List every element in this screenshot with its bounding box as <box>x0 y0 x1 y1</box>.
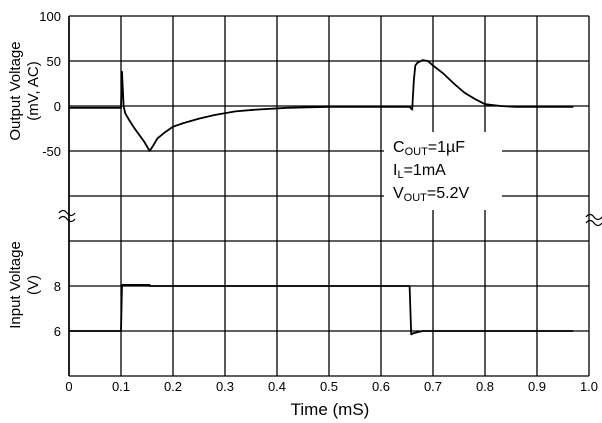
output-ylabel-line2: (mV, AC) <box>25 61 42 120</box>
annotation-il: IL=1mA <box>393 162 446 181</box>
x-tick-label: 0.6 <box>372 379 390 394</box>
annotation-vout: VOUT=5.2V <box>393 185 469 204</box>
output-y-tick-label: 0 <box>54 99 61 114</box>
x-tick-label: 0.3 <box>216 379 234 394</box>
x-tick-label: 0.9 <box>528 379 546 394</box>
x-axis-title: Time (mS) <box>291 400 370 419</box>
input-ylabel-line2: (V) <box>25 275 42 295</box>
x-tick-label: 0.5 <box>320 379 338 394</box>
x-tick-label: 0.4 <box>268 379 286 394</box>
x-tick-label: 0.2 <box>164 379 182 394</box>
input-y-tick-label: 8 <box>54 279 61 294</box>
output-ylabel-line1: Output Voltage <box>7 41 24 140</box>
x-tick-label: 0 <box>65 379 72 394</box>
output-voltage-trace <box>69 59 574 152</box>
x-tick-label: 0.1 <box>112 379 130 394</box>
output-y-tick-label: 50 <box>47 54 61 69</box>
annotation-box <box>384 132 502 210</box>
x-tick-label: 0.8 <box>476 379 494 394</box>
x-tick-label: 1.0 <box>580 379 598 394</box>
output-y-tick-label: -50 <box>42 144 61 159</box>
input-voltage-trace <box>69 283 574 336</box>
output-y-tick-label: 100 <box>39 9 61 24</box>
input-y-tick-label: 6 <box>54 324 61 339</box>
input-ylabel-line1: Input Voltage <box>7 241 24 329</box>
annotation-cout: COUT=1µF <box>393 139 465 158</box>
axis-break-right <box>585 213 602 227</box>
x-tick-label: 0.7 <box>424 379 442 394</box>
axis-break-left <box>58 209 76 223</box>
